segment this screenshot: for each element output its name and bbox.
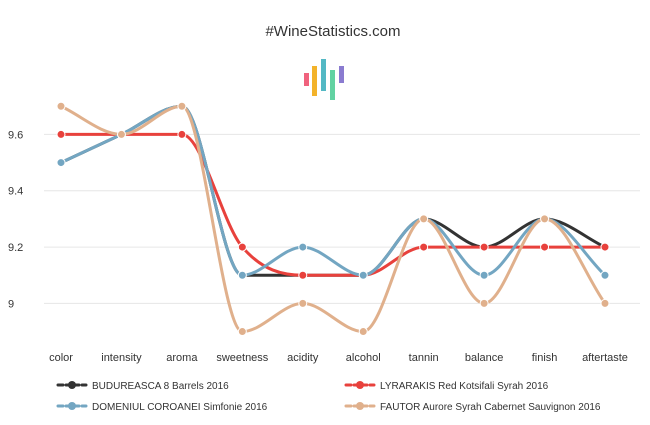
legend-marker <box>356 381 364 389</box>
data-point[interactable] <box>116 129 126 139</box>
x-tick-label: color <box>49 352 73 364</box>
x-tick-label: acidity <box>287 352 319 364</box>
data-point[interactable] <box>56 158 66 168</box>
x-tick-label: balance <box>465 352 504 364</box>
data-point[interactable] <box>479 298 489 308</box>
series-line <box>59 132 607 277</box>
y-axis-ticks: 9 9.2 9.4 9.6 <box>8 129 23 310</box>
x-tick-label: alcohol <box>346 352 381 364</box>
logo-bar <box>330 70 335 100</box>
legend-item[interactable]: FAUTOR Aurore Syrah Cabernet Sauvignon 2… <box>344 402 601 413</box>
x-tick-label: intensity <box>101 352 142 364</box>
legend-marker <box>68 381 76 389</box>
data-point[interactable] <box>298 298 308 308</box>
series <box>56 129 610 280</box>
logo-bar <box>339 66 344 83</box>
data-point[interactable] <box>56 101 66 111</box>
logo-bar <box>304 73 309 86</box>
data-point[interactable] <box>237 270 247 280</box>
y-tick-label: 9 <box>8 298 14 310</box>
data-point[interactable] <box>479 270 489 280</box>
data-point[interactable] <box>600 270 610 280</box>
legend: BUDUREASCA 8 Barrels 2016 LYRARAKIS Red K… <box>56 381 601 413</box>
legend-label: BUDUREASCA 8 Barrels 2016 <box>92 381 229 392</box>
legend-label: DOMENIUL COROANEI Simfonie 2016 <box>92 402 268 413</box>
x-tick-label: aroma <box>166 352 198 364</box>
x-tick-label: finish <box>532 352 558 364</box>
legend-label: FAUTOR Aurore Syrah Cabernet Sauvignon 2… <box>380 402 601 413</box>
data-point[interactable] <box>600 242 610 252</box>
y-tick-label: 9.6 <box>8 129 23 141</box>
data-point[interactable] <box>56 129 66 139</box>
data-point[interactable] <box>419 242 429 252</box>
legend-item[interactable]: BUDUREASCA 8 Barrels 2016 <box>56 381 229 392</box>
x-tick-label: sweetness <box>216 352 268 364</box>
data-point[interactable] <box>358 327 368 337</box>
winestatistics-logo-icon <box>304 59 344 100</box>
y-tick-label: 9.4 <box>8 186 23 198</box>
logo-bar <box>312 66 317 96</box>
data-point[interactable] <box>298 270 308 280</box>
x-tick-label: tannin <box>409 352 439 364</box>
data-point[interactable] <box>419 214 429 224</box>
legend-item[interactable]: DOMENIUL COROANEI Simfonie 2016 <box>56 402 268 413</box>
data-point[interactable] <box>479 242 489 252</box>
data-point[interactable] <box>358 270 368 280</box>
series <box>56 101 610 337</box>
chart-title: #WineStatistics.com <box>265 23 400 40</box>
logo-bar <box>321 59 326 91</box>
data-point[interactable] <box>177 129 187 139</box>
y-tick-label: 9.2 <box>8 242 23 254</box>
data-point[interactable] <box>237 327 247 337</box>
x-axis-ticks: color intensity aroma sweetness acidity alcoh… <box>49 352 628 364</box>
legend-marker <box>356 402 364 410</box>
data-point[interactable] <box>298 242 308 252</box>
data-point[interactable] <box>600 298 610 308</box>
series-lines <box>56 101 610 337</box>
data-point[interactable] <box>540 242 550 252</box>
legend-marker <box>68 402 76 410</box>
series-line <box>59 104 607 334</box>
data-point[interactable] <box>237 242 247 252</box>
x-tick-label: aftertaste <box>582 352 628 364</box>
data-point[interactable] <box>540 214 550 224</box>
legend-item[interactable]: LYRARAKIS Red Kotsifali Syrah 2016 <box>344 381 549 392</box>
data-point[interactable] <box>177 101 187 111</box>
legend-label: LYRARAKIS Red Kotsifali Syrah 2016 <box>380 381 549 392</box>
